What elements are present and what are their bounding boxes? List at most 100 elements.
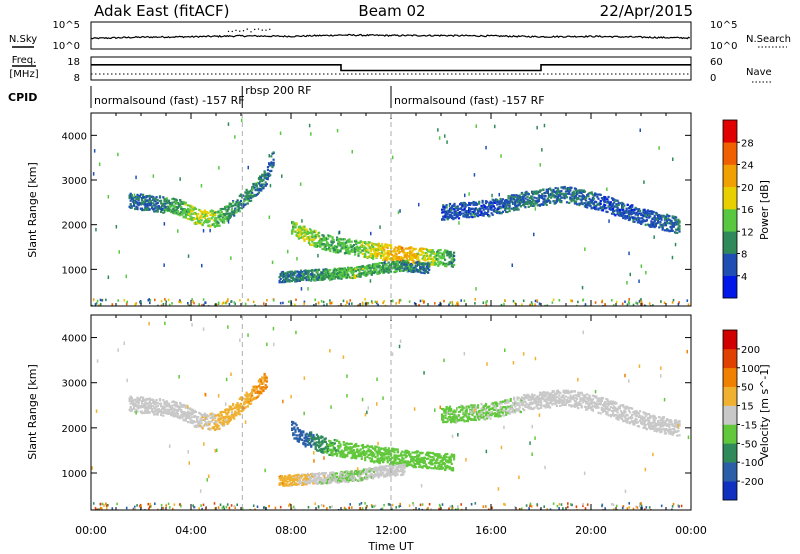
scatter-cell [256, 192, 259, 195]
scatter-cell [392, 250, 395, 253]
scatter-cell [325, 244, 329, 247]
scatter-cell [394, 260, 397, 264]
scatter-cell [463, 203, 465, 207]
scatter-cell [212, 427, 216, 430]
scatter-cell [406, 267, 409, 270]
scatter-cell [134, 404, 137, 407]
scatter-cell [187, 410, 190, 413]
scatter-cell [303, 300, 306, 304]
scatter-cell [560, 189, 563, 193]
scatter-cell [101, 299, 103, 302]
scatter-cell [220, 213, 223, 216]
scatter-cell [667, 229, 670, 232]
scatter-cell [416, 270, 420, 273]
scatter-cell [383, 300, 385, 303]
scatter-cell [504, 208, 507, 211]
scatter-cell [618, 214, 621, 217]
scatter-cell [338, 451, 341, 454]
scatter-cell [333, 442, 336, 445]
scatter-cell [327, 248, 330, 251]
scatter-cell [194, 212, 198, 215]
colorbar-segment [723, 164, 737, 188]
scatter-cell [374, 271, 377, 274]
scatter-cell [304, 233, 307, 237]
scatter-cell [210, 414, 213, 417]
scatter-cell [414, 256, 417, 259]
scatter-cell [650, 210, 653, 213]
scatter-cell [307, 276, 310, 279]
scatter-cell [499, 207, 502, 210]
scatter-cell [629, 272, 631, 277]
noise-search-point [239, 30, 241, 32]
scatter-cell [456, 208, 459, 211]
scatter-cell [384, 260, 386, 264]
scatter-cell [508, 209, 511, 213]
scatter-cell [621, 204, 624, 207]
scatter-cell [148, 298, 150, 301]
scatter-cell [424, 258, 428, 262]
scatter-cell [166, 412, 169, 415]
scatter-cell [230, 256, 232, 260]
scatter-cell [374, 255, 377, 258]
scatter-cell [660, 216, 663, 219]
scatter-cell [225, 209, 228, 212]
scatter-cell [571, 192, 574, 195]
freq-right-tick-top: 60 [710, 57, 723, 68]
scatter-cell [229, 417, 232, 421]
scatter-cell [422, 252, 425, 255]
scatter-cell [176, 412, 180, 416]
scatter-cell [369, 268, 372, 271]
scatter-cell [167, 402, 171, 405]
scatter-cell [437, 261, 440, 264]
scatter-cell [551, 191, 554, 194]
scatter-cell [153, 402, 156, 405]
scatter-cell [251, 191, 254, 194]
scatter-cell [358, 455, 361, 458]
scatter-cell [297, 273, 300, 276]
scatter-cell [635, 219, 638, 222]
scatter-cell [478, 200, 481, 203]
scatter-cell [330, 243, 333, 246]
scatter-cell [639, 209, 642, 212]
scatter-cell [129, 398, 132, 401]
scatter-cell [626, 203, 629, 206]
scatter-cell [610, 212, 614, 215]
scatter-cell [442, 252, 446, 255]
scatter-cell [242, 205, 245, 209]
scatter-cell [244, 406, 247, 409]
scatter-cell [359, 240, 362, 243]
scatter-cell [311, 439, 314, 442]
freq-left-tick-top: 18 [67, 57, 80, 68]
scatter-cell [640, 220, 643, 223]
scatter-cell [316, 449, 320, 452]
scatter-cell [312, 275, 315, 278]
scatter-cell [153, 401, 156, 404]
scatter-cell [492, 208, 495, 211]
scatter-cell [292, 422, 295, 425]
scatter-cell [622, 213, 625, 216]
scatter-cell [225, 412, 228, 415]
scatter-cell [134, 195, 137, 198]
scatter-cell [197, 416, 200, 419]
scatter-cell [446, 209, 449, 212]
scatter-cell [309, 228, 312, 231]
scatter-cell [299, 182, 302, 186]
scatter-cell [288, 300, 290, 303]
scatter-cell [203, 209, 207, 212]
scatter-cell [417, 255, 420, 258]
scatter-cell [297, 439, 300, 442]
scatter-cell [192, 208, 195, 211]
scatter-cell [373, 243, 376, 246]
scatter-cell [207, 224, 210, 227]
scatter-cell [516, 201, 519, 204]
scatter-cell [331, 236, 334, 239]
scatter-cell [458, 221, 460, 225]
scatter-cell [201, 415, 204, 418]
scatter-cell [442, 215, 445, 218]
scatter-cell [446, 252, 449, 255]
scatter-cell [395, 269, 398, 273]
scatter-cell [238, 404, 241, 407]
scatter-cell [531, 302, 534, 306]
scatter-cell [189, 218, 192, 221]
